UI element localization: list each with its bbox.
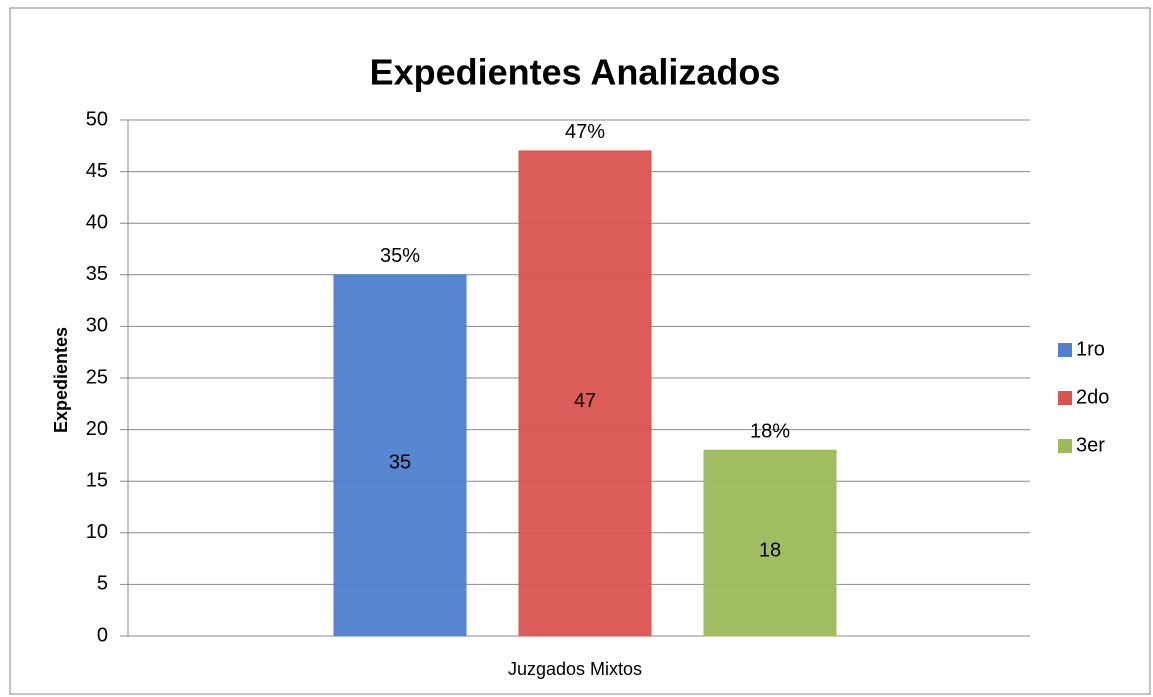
legend-swatch bbox=[1058, 391, 1072, 405]
y-tick-label: 25 bbox=[86, 366, 108, 388]
x-axis-title: Juzgados Mixtos bbox=[508, 659, 642, 679]
legend-swatch bbox=[1058, 439, 1072, 453]
y-tick-label: 20 bbox=[86, 418, 108, 440]
inner-value-label: 47 bbox=[574, 390, 596, 412]
chart: Expedientes Analizados Expedientes Juzga… bbox=[0, 0, 1153, 697]
y-tick-label: 50 bbox=[86, 108, 108, 130]
y-tick-label: 5 bbox=[97, 573, 108, 595]
legend-label: 1ro bbox=[1076, 338, 1105, 360]
inner-value-label: 35 bbox=[389, 452, 411, 474]
legend-swatch bbox=[1058, 343, 1072, 357]
y-tick-label: 15 bbox=[86, 469, 108, 491]
legend-label: 2do bbox=[1076, 386, 1109, 408]
y-tick-label: 35 bbox=[86, 263, 108, 285]
chart-title: Expedientes Analizados bbox=[370, 52, 781, 93]
y-tick-label: 0 bbox=[97, 624, 108, 646]
y-tick-label: 10 bbox=[86, 521, 108, 543]
y-axis-title: Expedientes bbox=[51, 327, 71, 433]
value-label: 47% bbox=[565, 121, 605, 143]
value-label: 35% bbox=[380, 245, 420, 267]
y-tick-label: 40 bbox=[86, 211, 108, 233]
y-tick-label: 30 bbox=[86, 315, 108, 337]
value-label: 18% bbox=[750, 421, 790, 443]
y-tick-label: 45 bbox=[86, 160, 108, 182]
legend-label: 3er bbox=[1076, 434, 1105, 456]
inner-value-label: 18 bbox=[759, 539, 781, 561]
